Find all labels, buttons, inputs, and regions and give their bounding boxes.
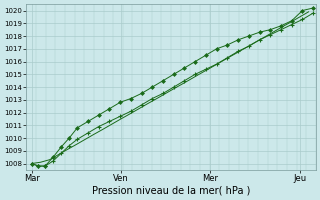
X-axis label: Pression niveau de la mer( hPa ): Pression niveau de la mer( hPa )	[92, 186, 250, 196]
